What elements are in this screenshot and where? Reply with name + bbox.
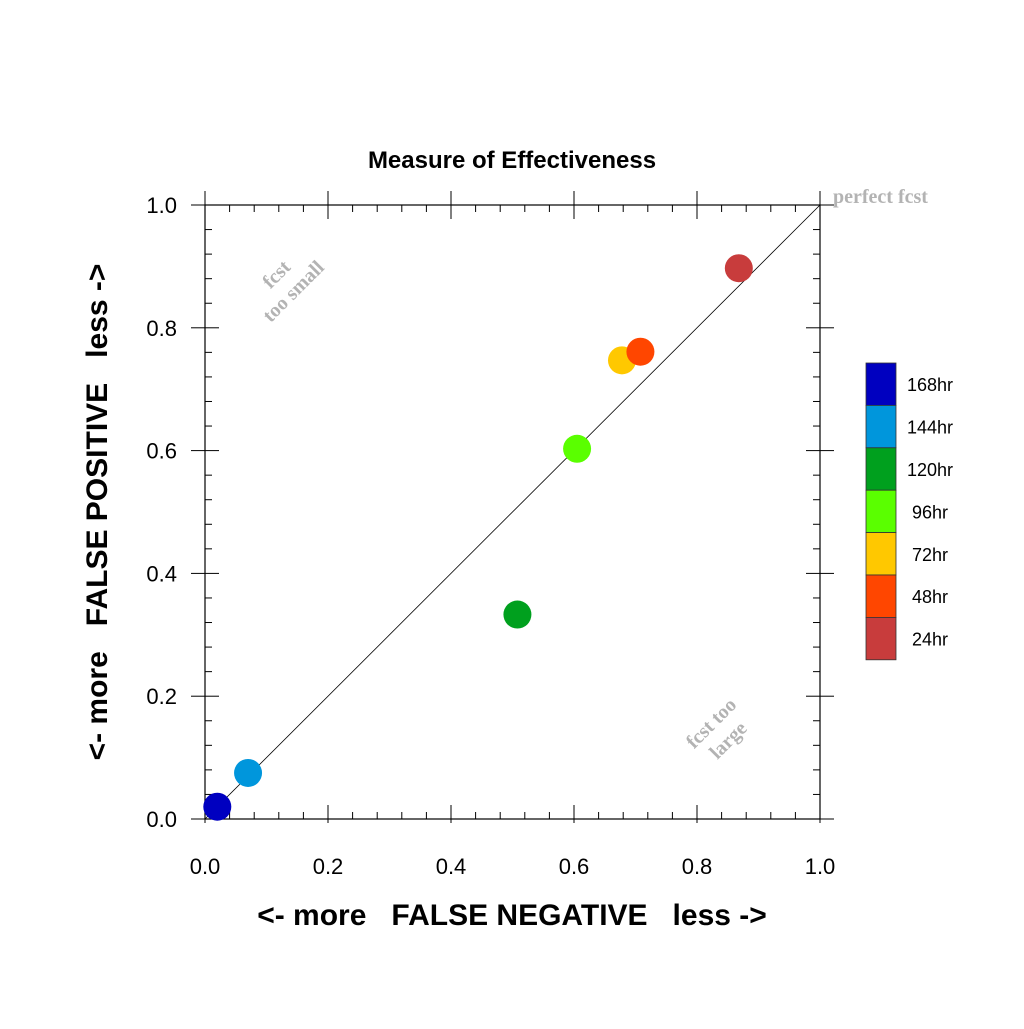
x-axis-title: <- more FALSE NEGATIVE less -> — [257, 899, 767, 932]
data-point-48hr — [626, 337, 655, 366]
data-point-96hr — [563, 434, 592, 463]
diagonal-line — [204, 204, 821, 820]
y-axis-title: <- more FALSE POSITIVE less -> — [81, 264, 114, 761]
legend-swatch-72hr — [865, 532, 897, 576]
legend-label-96hr: 96hr — [912, 502, 948, 522]
legend-label-168hr: 168hr — [907, 375, 953, 395]
y-tick-label: 0.4 — [146, 561, 177, 586]
x-tick-label: 0.0 — [190, 854, 221, 879]
data-point-24hr — [724, 254, 753, 283]
y-tick-label: 0.6 — [146, 439, 177, 464]
legend-swatch-24hr — [865, 617, 897, 661]
legend-label-144hr: 144hr — [907, 418, 953, 438]
y-tick-label: 0.0 — [146, 807, 177, 832]
legend-swatch-120hr — [865, 447, 897, 491]
legend-label-24hr: 24hr — [912, 630, 948, 650]
plot-frame — [204, 204, 821, 820]
legend-swatch-144hr — [865, 404, 897, 449]
x-tick-label: 0.2 — [313, 854, 344, 879]
legend-label-72hr: 72hr — [912, 545, 948, 565]
legend-swatch-168hr — [865, 362, 897, 406]
legend-swatch-48hr — [865, 574, 897, 618]
legend-label-48hr: 48hr — [912, 587, 948, 607]
x-tick-label: 0.6 — [559, 854, 590, 879]
data-point-120hr — [503, 600, 532, 629]
x-tick-label: 0.8 — [682, 854, 713, 879]
chart-title: Measure of Effectiveness — [368, 147, 656, 174]
legend-label-120hr: 120hr — [907, 460, 953, 480]
data-point-168hr — [203, 792, 232, 821]
y-tick-label: 0.8 — [146, 316, 177, 341]
legend-swatch-96hr — [865, 489, 897, 534]
x-tick-label: 0.4 — [436, 854, 467, 879]
data-point-144hr — [234, 758, 263, 787]
y-tick-label: 1.0 — [146, 193, 177, 218]
annotation-perfect-fcst: perfect fcst — [833, 186, 928, 208]
y-tick-label: 0.2 — [146, 684, 177, 709]
x-tick-label: 1.0 — [805, 854, 836, 879]
